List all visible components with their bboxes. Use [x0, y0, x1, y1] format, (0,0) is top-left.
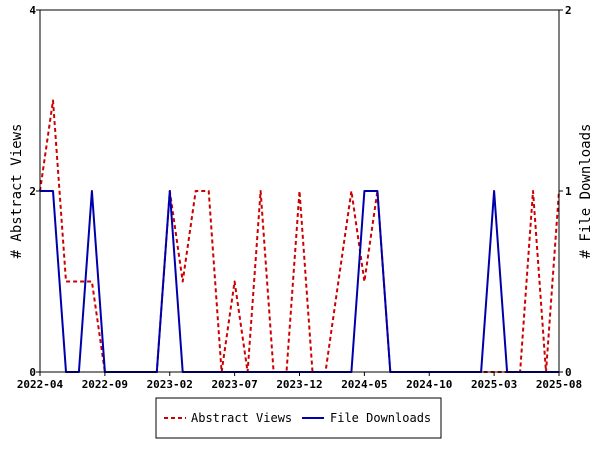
plot-frame — [39, 9, 560, 373]
x-tick-label: 2025-08 — [536, 378, 582, 391]
x-tick-label: 2022-04 — [17, 378, 64, 391]
y-left-tick-label: 0 — [29, 366, 36, 379]
legend: Abstract Views File Downloads — [155, 397, 442, 439]
chart-axes: 2022-04 2022-09 2023-02 2023-07 2023-12 2024-… — [17, 4, 582, 391]
chart-series — [39, 99, 560, 373]
x-tick-label: 2024-10 — [406, 378, 452, 391]
x-tick-label: 2024-05 — [341, 378, 387, 391]
y-left-tick-label: 2 — [29, 185, 36, 198]
y-left-tick-label: 4 — [29, 4, 36, 17]
x-tick-label: 2022-09 — [82, 378, 128, 391]
y-axis-left-label: # Abstract Views — [9, 124, 25, 259]
x-tick-label: 2025-03 — [471, 378, 517, 391]
y-right-tick-label: 1 — [565, 185, 572, 198]
x-tick-label: 2023-02 — [147, 378, 193, 391]
series-line-abstract-views — [39, 99, 560, 373]
y-right-tick-label: 2 — [565, 4, 572, 17]
legend-box — [155, 397, 442, 439]
series-line-file-downloads — [40, 190, 559, 373]
y-axis-right-label: # File Downloads — [578, 124, 594, 259]
x-tick-label: 2023-12 — [276, 378, 322, 391]
x-tick-label: 2023-07 — [211, 378, 257, 391]
legend-label-file-downloads: File Downloads — [330, 411, 431, 425]
legend-label-abstract-views: Abstract Views — [191, 411, 292, 425]
y-right-tick-label: 0 — [565, 366, 572, 379]
